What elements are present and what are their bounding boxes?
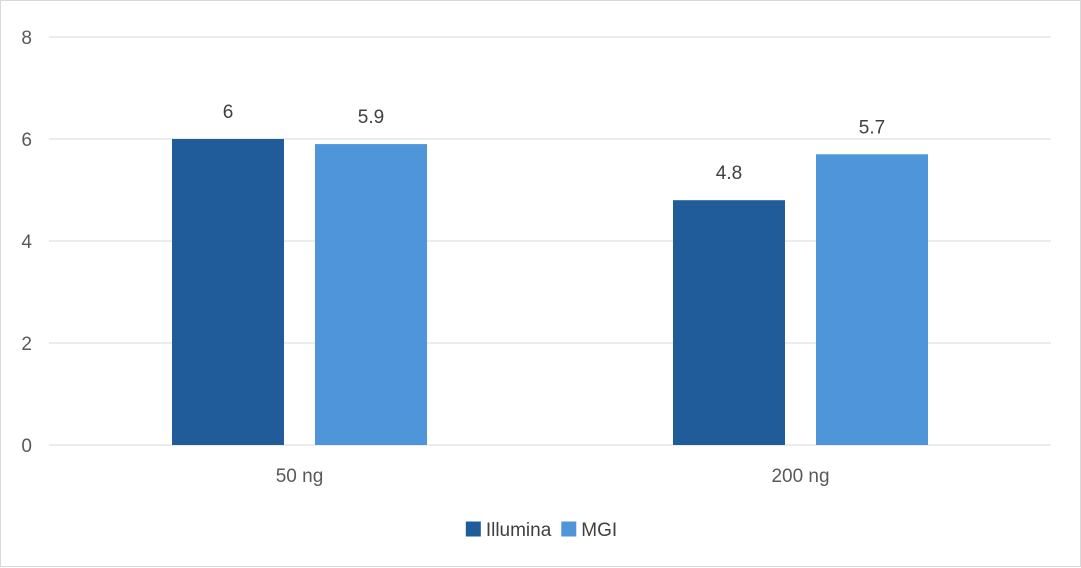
y-tick-label: 0	[21, 436, 32, 457]
data-label: 5.9	[358, 107, 384, 128]
legend-label-mgi: MGI	[581, 520, 617, 541]
legend-swatch-mgi	[561, 521, 577, 537]
bar-mgi-200ng	[816, 154, 928, 446]
legend-swatch-illumina	[465, 521, 481, 537]
x-axis: 50 ng 200 ng	[276, 466, 830, 487]
x-tick-label: 200 ng	[771, 466, 829, 487]
bar-illumina-50ng	[172, 139, 284, 445]
data-labels: 6 5.9 4.8 5.7	[223, 102, 886, 184]
bar-illumina-200ng	[673, 200, 785, 445]
bars	[172, 139, 928, 446]
legend: Illumina MGI	[465, 520, 617, 541]
data-label: 6	[223, 102, 234, 123]
bar-mgi-50ng	[315, 144, 427, 445]
y-tick-label: 8	[21, 28, 32, 49]
legend-label-illumina: Illumina	[486, 520, 552, 541]
data-label: 5.7	[859, 117, 885, 138]
y-tick-label: 2	[21, 334, 32, 355]
data-label: 4.8	[716, 163, 742, 184]
y-tick-label: 6	[21, 130, 32, 151]
x-tick-label: 50 ng	[276, 466, 324, 487]
y-axis: 0 2 4 6 8	[21, 28, 32, 457]
y-tick-label: 4	[21, 232, 32, 253]
